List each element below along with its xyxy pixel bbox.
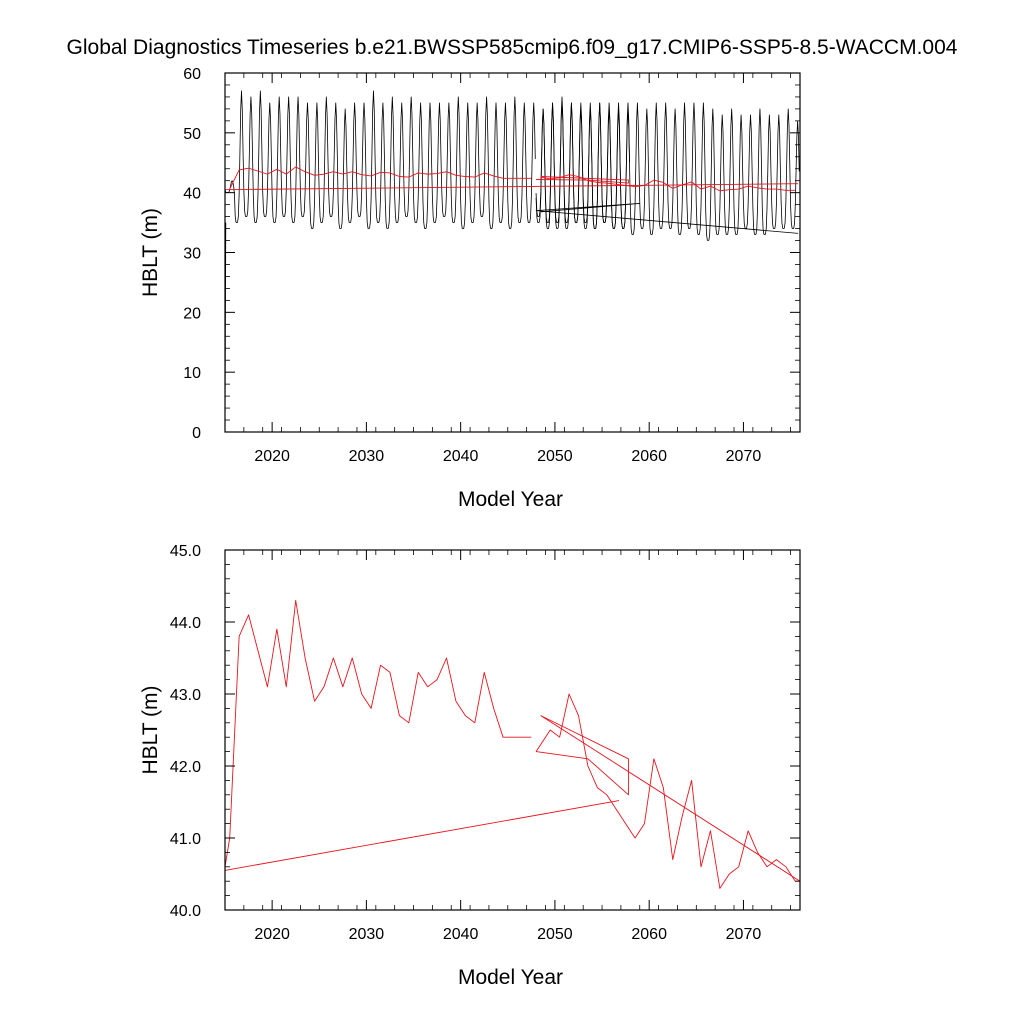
y-tick-label: 40 [183, 186, 201, 203]
y-tick-label: 44.0 [170, 615, 201, 632]
annual-mean-line-1-1 [229, 166, 532, 190]
monthly-line-0-1 [224, 90, 536, 229]
x-tick-label: 2070 [726, 448, 762, 465]
y-axis-title: HBLT (m) [139, 685, 162, 774]
top-panel-plot: 2020 2030 2040 2050 2060 20700102030405060Mod… [139, 66, 801, 511]
x-tick-label: 2040 [443, 448, 479, 465]
y-axis-title: HBLT (m) [139, 208, 162, 297]
annual-mean-line-0-3 [535, 693, 800, 889]
monthly-line-0-4 [535, 203, 799, 234]
x-tick-label: 2060 [631, 926, 667, 943]
y-tick-label: 30 [183, 246, 201, 263]
annual-mean-line-0-2 [536, 715, 629, 796]
y-tick-label: 42.0 [170, 759, 201, 776]
x-tick-label: 2050 [537, 926, 573, 943]
y-tick-label: 40.0 [170, 903, 201, 920]
annual-mean-line-0-0 [224, 599, 532, 867]
annual-mean-line-0-1 [224, 800, 620, 871]
y-tick-label: 20 [183, 305, 201, 322]
x-axis-title: Model Year [458, 488, 563, 511]
page-title: Global Diagnostics Timeseries b.e21.BWSS… [66, 36, 958, 59]
y-tick-label: 41.0 [170, 831, 201, 848]
y-tick-label: 43.0 [170, 687, 201, 704]
x-tick-label: 2020 [254, 926, 290, 943]
plot-frame [224, 549, 801, 911]
y-tick-label: 0 [192, 425, 201, 442]
annual-mean-line-0-4 [540, 715, 801, 882]
x-axis-title: Model Year [458, 966, 563, 989]
y-tick-label: 50 [183, 126, 201, 143]
x-tick-label: 2030 [349, 926, 385, 943]
x-tick-label: 2070 [726, 926, 762, 943]
x-tick-label: 2040 [443, 926, 479, 943]
annual-mean-line-1-3 [540, 174, 796, 192]
monthly-line-0-3 [535, 102, 800, 241]
x-tick-label: 2060 [631, 448, 667, 465]
x-tick-label: 2030 [349, 448, 385, 465]
y-tick-label: 45.0 [170, 543, 201, 560]
y-tick-label: 10 [183, 365, 201, 382]
annual-mean-line-1-2 [536, 176, 629, 184]
x-tick-label: 2020 [254, 448, 290, 465]
y-tick-label: 60 [183, 66, 201, 83]
x-tick-label: 2050 [537, 448, 573, 465]
annual-mean-line-1-0 [224, 183, 799, 191]
bottom-panel-plot: 2020 2030 2040 2050 2060 2070 40.0 41.0 42.0 43.0… [139, 543, 801, 989]
